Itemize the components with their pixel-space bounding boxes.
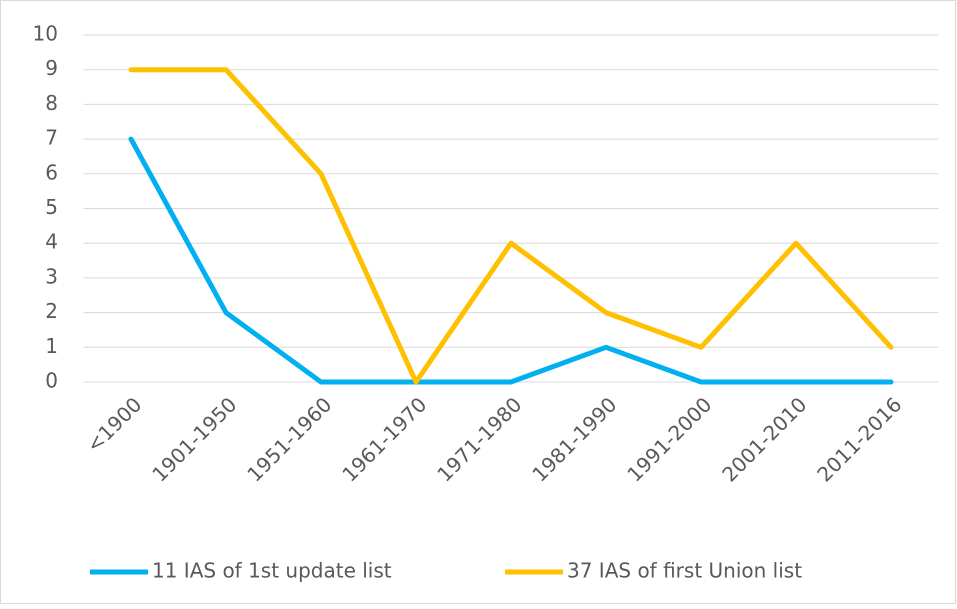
- legend-label: 37 IAS of first Union list: [567, 559, 802, 583]
- y-tick-label: 9: [45, 56, 58, 80]
- y-tick-label: 6: [45, 160, 58, 184]
- y-tick-label: 7: [45, 126, 58, 150]
- y-tick-label: 4: [45, 230, 58, 254]
- series-line: [128, 136, 894, 385]
- y-tick-label: 5: [45, 195, 58, 219]
- y-tick-label: 8: [45, 91, 58, 115]
- y-tick-label: 2: [45, 299, 58, 323]
- series-line: [128, 67, 894, 385]
- legend-label: 11 IAS of 1st update list: [152, 559, 392, 583]
- y-tick-label: 10: [33, 22, 58, 46]
- y-tick-label: 1: [45, 334, 58, 358]
- y-tick-label: 0: [45, 369, 58, 393]
- y-tick-label: 3: [45, 264, 58, 288]
